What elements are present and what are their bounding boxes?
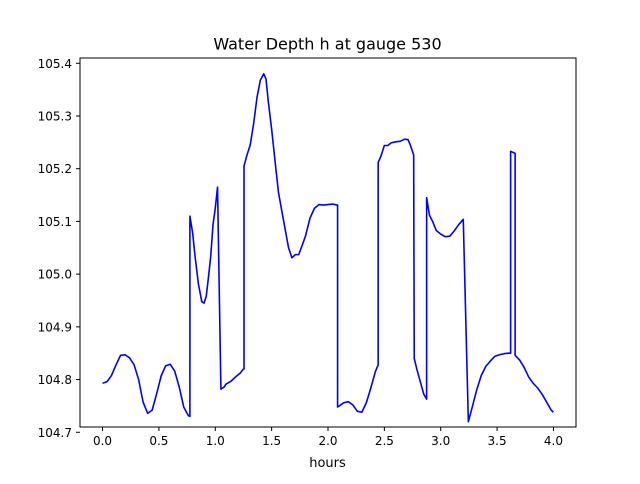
- series-line-1: [102, 73, 554, 423]
- x-tick-label: 3.5: [488, 434, 507, 448]
- x-tick-label: 0.5: [149, 434, 168, 448]
- y-tick-label: 104.9: [38, 320, 72, 334]
- x-tick-label: 1.5: [262, 434, 281, 448]
- x-tick-label: 1.0: [206, 434, 225, 448]
- y-tick-label: 105.3: [38, 109, 72, 123]
- x-tick-label: 4.0: [544, 434, 563, 448]
- y-tick-label: 105.4: [38, 57, 72, 71]
- x-tick-label: 0.0: [93, 434, 112, 448]
- x-axis-label: hours: [309, 456, 346, 471]
- series-layer: [102, 73, 554, 423]
- x-tick-label: 3.0: [431, 434, 450, 448]
- y-tick-label: 105.1: [38, 215, 72, 229]
- y-tick-label: 104.8: [38, 373, 72, 387]
- y-tick-label: 105.0: [38, 268, 72, 282]
- plot-area: [80, 58, 576, 427]
- x-tick-label: 2.5: [375, 434, 394, 448]
- y-tick-label: 104.7: [38, 426, 72, 440]
- x-tick-label: 2.0: [318, 434, 337, 448]
- y-tick-label: 105.2: [38, 162, 72, 176]
- y-ticks: 104.7 104.8 104.9 105.0 105.1 105.2 105.3 105.4: [38, 57, 80, 440]
- chart-title: Water Depth h at gauge 530: [213, 35, 441, 54]
- x-ticks: 0.0 0.5 1.0 1.5 2.0 2.5 3.0 3.5 4.0: [93, 427, 563, 448]
